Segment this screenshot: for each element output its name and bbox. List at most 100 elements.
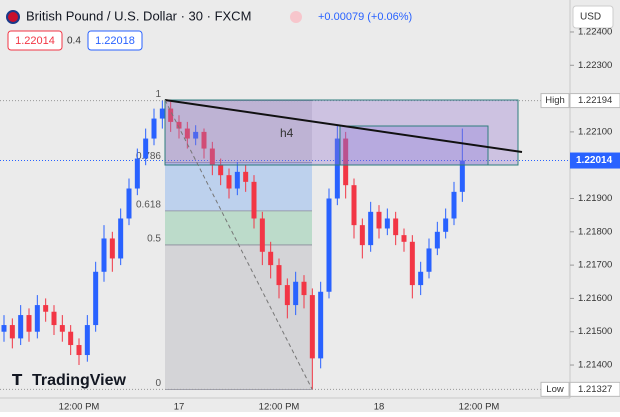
zone-rect-inner [339, 125, 489, 166]
candle-body [368, 211, 374, 246]
price-change: +0.00079 (+0.06%) [318, 11, 412, 23]
candle-body [184, 128, 190, 139]
high-price-label: 1.22194 [578, 95, 612, 106]
y-tick-label: 1.21900 [578, 193, 612, 204]
currency: USD [580, 12, 601, 23]
spread: 0.4 [67, 36, 81, 47]
buy-button[interactable] [87, 30, 143, 51]
y-tick-label: 1.21500 [578, 326, 612, 337]
symbol-title[interactable]: British Pound / U.S. Dollar · 30 · FXCM [26, 8, 251, 23]
candle-body [343, 138, 349, 186]
candle-body [159, 108, 165, 119]
low-tag [540, 381, 570, 397]
candle-body [259, 218, 265, 252]
drawings-front: h4 [164, 99, 523, 390]
flag-icon [6, 10, 20, 24]
candle-body [451, 191, 457, 219]
high-tag [540, 93, 570, 109]
candle-body [109, 238, 115, 259]
candle-body [18, 315, 24, 339]
candle-body [326, 198, 332, 292]
drawing-label: h4 [280, 126, 294, 140]
sell-button[interactable] [7, 30, 63, 51]
fib-label: 0.786 [136, 151, 161, 162]
candle-body [1, 325, 7, 332]
candle-body [168, 108, 174, 122]
candles [1, 100, 465, 390]
low-price-label: 1.21327 [578, 384, 612, 395]
candle-body [251, 181, 257, 219]
candle-body [151, 118, 157, 139]
candle-body [359, 225, 365, 246]
y-tick-label: 1.21400 [578, 360, 612, 371]
candle-body [143, 138, 149, 159]
fib-label: 0.5 [147, 234, 161, 245]
fib-label: 0 [155, 378, 161, 389]
status-icon [290, 11, 302, 23]
candle-body [93, 271, 99, 326]
candle-body [226, 175, 232, 189]
fib-label: 0.618 [136, 200, 161, 211]
candle-body [418, 271, 424, 286]
watermark: TradingView [32, 372, 127, 389]
sell-price: 1.22014 [15, 35, 55, 47]
candle-body [409, 241, 415, 286]
candle-body [334, 138, 340, 199]
y-tick-label: 1.21700 [578, 260, 612, 271]
candle-body [284, 285, 290, 306]
candle-body [84, 325, 90, 356]
candle-body [201, 131, 207, 149]
y-tick-label: 1.22400 [578, 26, 612, 37]
candle-body [318, 291, 324, 359]
trend-line [164, 99, 523, 153]
buy-price: 1.22018 [95, 35, 135, 47]
low-tag-label: Low [546, 384, 564, 395]
candle-body [218, 165, 224, 176]
logo-mark: 𝗧 [12, 372, 23, 389]
candle-body [134, 158, 140, 189]
low-price-tag [569, 381, 620, 397]
high-price-tag [569, 93, 620, 109]
zone-rect [164, 99, 519, 166]
y-tick-label: 1.21800 [578, 226, 612, 237]
candle-body [434, 231, 440, 249]
candle-body [234, 171, 240, 189]
last-price-tag [570, 152, 620, 169]
high-tag-label: High [545, 95, 565, 106]
candle-body [276, 265, 282, 286]
candle-body [209, 148, 215, 166]
last-price-label: 1.22014 [576, 155, 613, 166]
fib-label: 1 [155, 89, 161, 100]
x-tick-label: 12:00 PM [259, 402, 300, 412]
candle-body [376, 211, 382, 229]
currency-button[interactable] [572, 5, 614, 29]
drawings-back: 1 0.786 0.618 0.5 0 [0, 89, 570, 390]
candle-body [51, 311, 57, 326]
candle-body [293, 281, 299, 306]
x-tick-label: 12:00 PM [59, 402, 100, 412]
candle-body [26, 315, 32, 332]
candle-body [384, 218, 390, 229]
candle-body [351, 185, 357, 226]
candle-body [459, 160, 465, 192]
candle-body [443, 218, 449, 232]
candle-body [126, 188, 132, 219]
candle-body [76, 345, 82, 356]
candle-body [34, 305, 40, 332]
candle-body [43, 305, 49, 312]
x-tick-label: 17 [174, 402, 185, 412]
x-tick-label: 18 [374, 402, 385, 412]
fib-diagonal [164, 99, 313, 390]
candle-body [193, 131, 199, 139]
y-tick-label: 1.22300 [578, 60, 612, 71]
candle-body [268, 251, 274, 266]
candle-body [401, 235, 407, 242]
y-tick-label: 1.21600 [578, 293, 612, 304]
candle-body [301, 281, 307, 296]
candle-body [68, 331, 74, 346]
fib-band [165, 244, 312, 390]
candle-body [101, 238, 107, 272]
fib-band [165, 210, 312, 245]
candle-body [426, 248, 432, 272]
